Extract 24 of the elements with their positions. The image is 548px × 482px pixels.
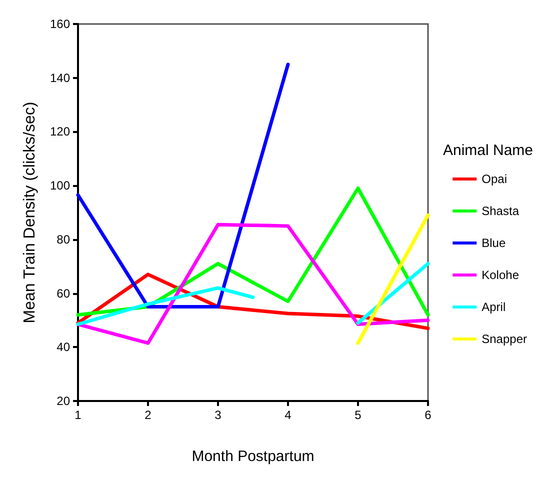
y-tick-label: 60 — [56, 286, 70, 300]
y-tick-label: 80 — [56, 232, 70, 246]
y-tick-label: 20 — [56, 394, 70, 408]
x-tick-label: 5 — [354, 408, 362, 422]
legend-title: Animal Name — [442, 142, 533, 159]
y-axis-title: Mean Train Density (clicks/sec) — [22, 102, 38, 324]
x-tick-label: 4 — [284, 408, 292, 422]
x-tick-label: 1 — [74, 408, 82, 422]
x-tick-label: 6 — [424, 408, 432, 422]
legend-label: Opai — [482, 172, 507, 186]
y-tick-label: 40 — [56, 340, 70, 354]
line-series — [76, 222, 430, 345]
legend-label: Blue — [482, 236, 506, 250]
x-axis-title: Month Postpartum — [192, 448, 314, 465]
legend-label: April — [482, 300, 506, 314]
legend-label: Shasta — [482, 204, 520, 218]
y-tick-label: 120 — [50, 124, 70, 139]
legend-label: Kolohe — [482, 268, 520, 282]
x-tick-label: 3 — [214, 408, 222, 422]
x-tick-label: 2 — [144, 408, 152, 422]
legend-label: Snapper — [482, 332, 528, 346]
y-tick-label: 160 — [50, 17, 70, 31]
y-tick-label: 140 — [50, 70, 70, 85]
y-tick-label: 100 — [50, 178, 70, 193]
